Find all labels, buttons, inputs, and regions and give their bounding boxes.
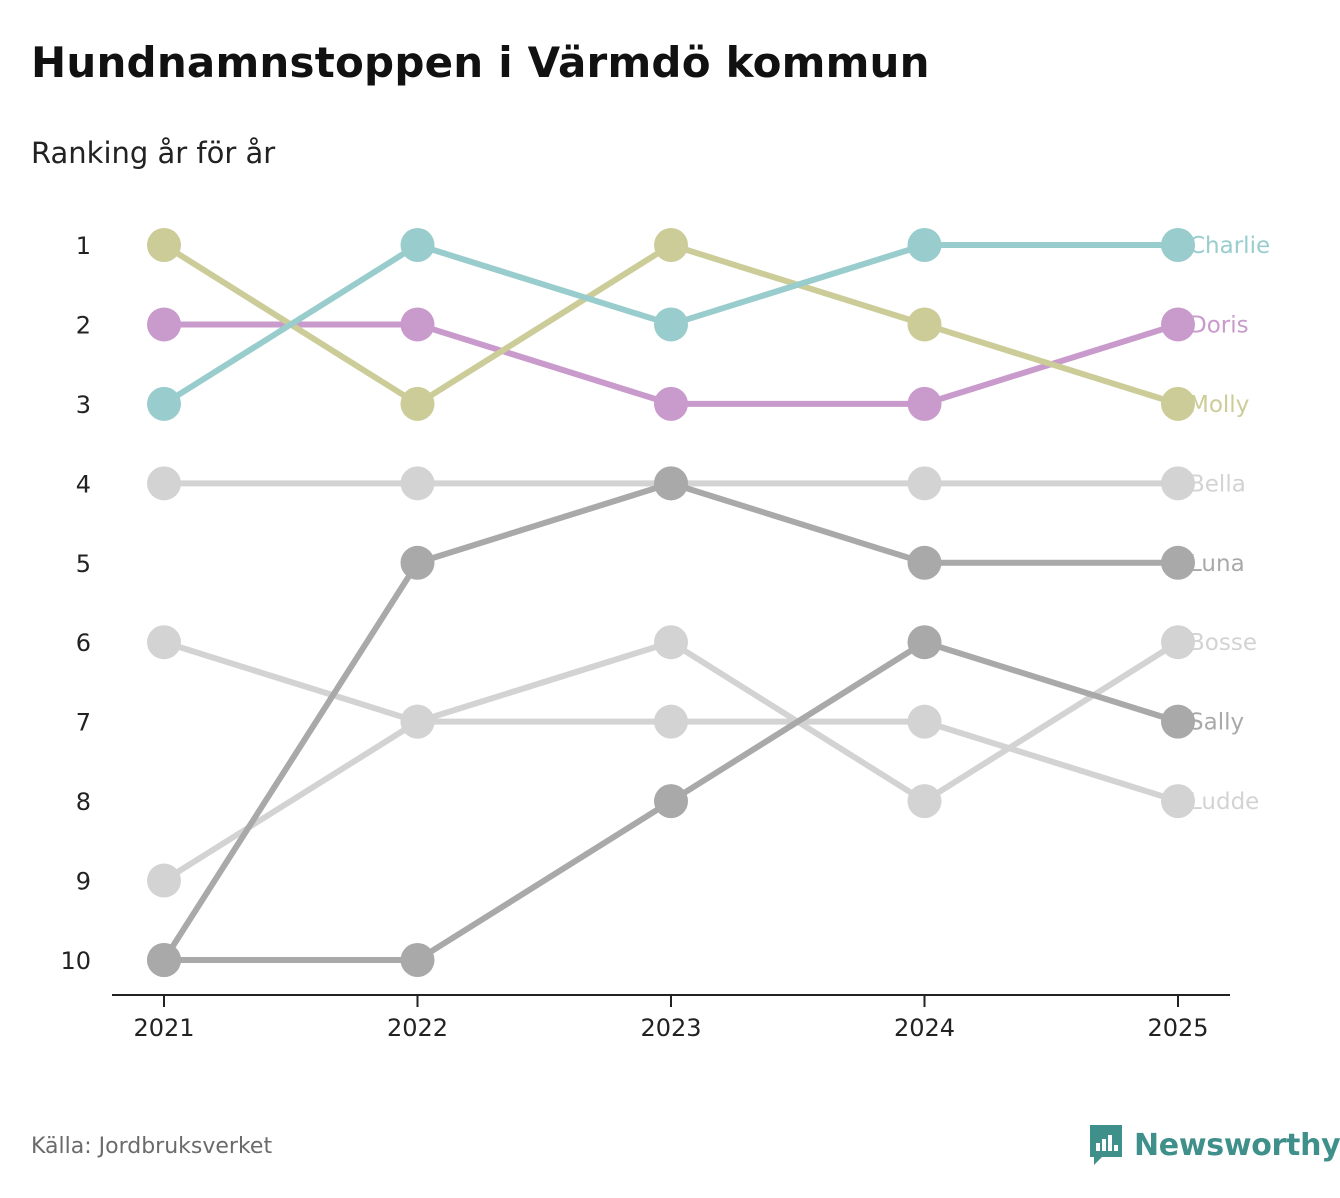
x-tick-label: 2023 xyxy=(640,1014,701,1042)
series-end-label: Molly xyxy=(1189,392,1249,418)
data-point xyxy=(147,943,181,977)
data-point xyxy=(400,943,435,977)
data-point xyxy=(1161,784,1195,819)
data-point xyxy=(1161,228,1195,262)
data-point xyxy=(907,228,942,262)
series-layer: Bosse Ludde Bella Sally Luna Doris Molly Charli… xyxy=(147,228,1270,977)
data-point xyxy=(907,784,942,819)
data-point xyxy=(147,307,181,342)
chart-subtitle: Ranking år för år xyxy=(31,136,276,170)
source-note: Källa: Jordbruksverket xyxy=(31,1134,273,1159)
series-end-label: Luna xyxy=(1189,551,1245,577)
data-point xyxy=(907,625,942,660)
data-point xyxy=(1161,466,1195,501)
chart-title: Hundnamnstoppen i Värmdö kommun xyxy=(31,38,930,87)
series-sally: Sally xyxy=(147,625,1244,977)
y-tick-label: 2 xyxy=(76,311,91,339)
data-point xyxy=(400,386,435,421)
data-point xyxy=(1161,545,1195,580)
data-point xyxy=(1161,704,1195,739)
series-line xyxy=(161,639,1181,884)
series-doris: Doris xyxy=(147,307,1249,421)
brand-logo[interactable]: Newsworthy xyxy=(1088,1122,1340,1168)
data-point xyxy=(654,704,688,739)
series-end-label: Bosse xyxy=(1189,630,1257,656)
series-bosse: Bosse xyxy=(147,625,1257,898)
y-tick-label: 8 xyxy=(76,788,91,816)
y-tick-label: 3 xyxy=(76,391,91,419)
data-point xyxy=(147,386,181,421)
y-axis-ticks: 1 2 3 4 5 6 7 8 9 10 xyxy=(60,232,91,975)
y-tick-label: 5 xyxy=(76,550,91,578)
data-point xyxy=(654,466,688,501)
data-point xyxy=(907,466,942,501)
y-tick-label: 4 xyxy=(76,470,91,498)
series-end-label: Ludde xyxy=(1189,789,1259,815)
y-tick-label: 1 xyxy=(76,232,91,260)
y-tick-label: 9 xyxy=(76,868,91,896)
data-point xyxy=(907,307,942,342)
data-point xyxy=(654,784,688,819)
data-point xyxy=(147,228,181,262)
series-bella: Bella xyxy=(147,466,1246,501)
data-point xyxy=(654,386,688,421)
series-end-label: Bella xyxy=(1189,471,1246,497)
y-tick-label: 7 xyxy=(76,709,91,737)
newsworthy-logo-icon xyxy=(1090,1125,1122,1165)
series-charlie: Charlie xyxy=(147,228,1270,421)
data-point xyxy=(400,228,435,262)
data-point xyxy=(654,307,688,342)
series-end-label: Doris xyxy=(1189,312,1249,338)
data-point xyxy=(400,307,435,342)
data-point xyxy=(400,466,435,501)
y-tick-label: 10 xyxy=(60,947,91,975)
data-point xyxy=(400,545,435,580)
y-tick-label: 6 xyxy=(76,629,91,657)
x-tick-label: 2022 xyxy=(387,1014,448,1042)
data-point xyxy=(654,625,688,660)
data-point xyxy=(1161,307,1195,342)
data-point xyxy=(907,545,942,580)
x-tick-label: 2025 xyxy=(1147,1014,1208,1042)
x-axis-ticks: 2021 2022 2023 2024 2025 xyxy=(133,995,1209,1042)
data-point xyxy=(147,466,181,501)
brand-name: Newsworthy xyxy=(1134,1127,1340,1163)
series-molly: Molly xyxy=(147,228,1249,421)
x-tick-label: 2024 xyxy=(894,1014,955,1042)
series-luna: Luna xyxy=(147,466,1245,977)
data-point xyxy=(654,228,688,262)
data-point xyxy=(907,704,942,739)
data-point xyxy=(907,386,942,421)
data-point xyxy=(147,863,181,898)
series-end-label: Sally xyxy=(1189,710,1244,736)
x-tick-label: 2021 xyxy=(133,1014,194,1042)
data-point xyxy=(400,704,435,739)
series-end-label: Charlie xyxy=(1189,233,1270,259)
data-point xyxy=(1161,625,1195,660)
data-point xyxy=(147,625,181,660)
data-point xyxy=(1161,386,1195,421)
